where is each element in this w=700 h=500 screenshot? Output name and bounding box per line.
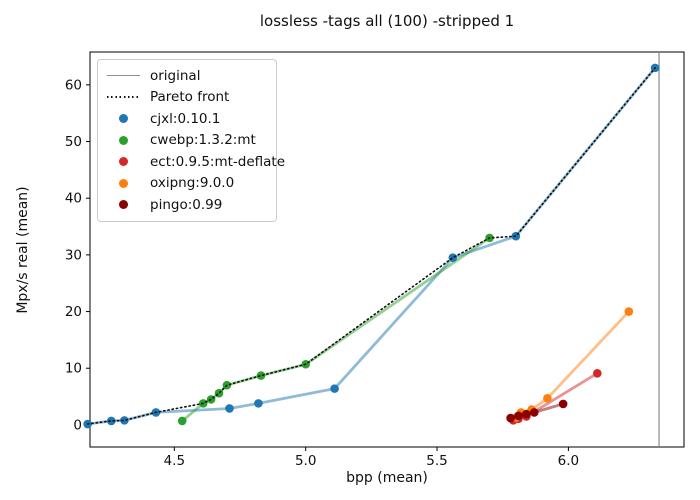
x-tick-label: 5.0: [295, 453, 316, 469]
y-tick-label: 50: [65, 134, 82, 150]
legend-item-pingo-0-99: pingo:0.99: [107, 194, 268, 216]
legend-label: oxipng:9.0.0: [150, 175, 235, 192]
legend-item-oxipng-9-0-0: oxipng:9.0.0: [107, 173, 268, 195]
series-line-cwebp-1-3-2-mt: [180, 236, 492, 423]
legend-label: cwebp:1.3.2:mt: [150, 132, 256, 149]
x-axis-label: bpp (mean): [346, 470, 428, 486]
legend-label: pingo:0.99: [150, 196, 223, 213]
legend-marker-icon: [107, 135, 140, 145]
legend-item-cjxl-0-10-1: cjxl:0.10.1: [107, 108, 268, 130]
legend-marker-icon: [107, 200, 140, 210]
series-point-pingo-0-99: [522, 409, 531, 419]
axes-frame: [89, 51, 685, 448]
x-tick-label: 6.0: [558, 453, 579, 469]
series-point-cwebp-1-3-2-mt: [214, 388, 224, 398]
y-tick-label: 30: [65, 247, 82, 263]
series-point-cjxl-0-10-1: [106, 416, 116, 426]
legend-label: cjxl:0.10.1: [150, 110, 221, 127]
series-point-oxipng-9-0-0: [624, 307, 634, 316]
series-point-ect-0-9-5-mt-deflate: [593, 369, 602, 378]
series-line-oxipng-9-0-0: [514, 310, 631, 419]
series-point-cjxl-0-10-1: [448, 253, 458, 263]
pareto-front-line: [86, 67, 656, 425]
legend-marker-icon: [107, 157, 140, 167]
chart-title: lossless -tags all (100) -stripped 1: [259, 12, 515, 30]
series-point-cjxl-0-10-1: [330, 384, 339, 393]
legend-label: ect:0.9.5:mt-deflate: [150, 153, 286, 170]
y-tick-label: 10: [65, 361, 82, 377]
y-tick-label: 20: [65, 304, 82, 320]
series-point-cjxl-0-10-1: [120, 416, 129, 425]
legend-label: Pareto front: [150, 89, 230, 106]
series-point-cjxl-0-10-1: [225, 404, 234, 413]
legend-dotted-swatch: [107, 96, 140, 99]
legend-marker-icon: [107, 114, 140, 124]
series-point-cwebp-1-3-2-mt: [177, 416, 187, 426]
x-tick-label: 4.5: [164, 453, 185, 469]
legend-item-ect-0-9-5-mt-deflate: ect:0.9.5:mt-deflate: [107, 151, 285, 173]
y-tick-label: 40: [65, 191, 82, 207]
legend-item-pareto-front: Pareto front: [107, 87, 268, 109]
y-tick-label: 60: [65, 77, 82, 93]
legend-item-original: original: [107, 65, 268, 87]
series-point-pingo-0-99: [529, 408, 539, 417]
series-point-pingo-0-99: [506, 413, 515, 423]
legend: original Pareto front cjxl:0.10.1 cwebp:1.3…: [97, 59, 285, 222]
legend-line-swatch: [107, 75, 140, 77]
series-point-oxipng-9-0-0: [543, 393, 552, 403]
series-point-pingo-0-99: [558, 399, 568, 409]
series-point-cjxl-0-10-1: [254, 399, 263, 408]
y-tick-label: 0: [73, 417, 82, 433]
legend-label: original: [150, 67, 201, 84]
x-tick-label: 5.5: [426, 453, 447, 469]
legend-marker-icon: [107, 178, 140, 188]
series-point-cwebp-1-3-2-mt: [256, 371, 266, 380]
legend-item-cwebp-1-3-2-mt: cwebp:1.3.2:mt: [107, 130, 268, 152]
y-axis-label: Mpx/s real (mean): [15, 186, 31, 314]
series-point-pingo-0-99: [514, 411, 523, 421]
